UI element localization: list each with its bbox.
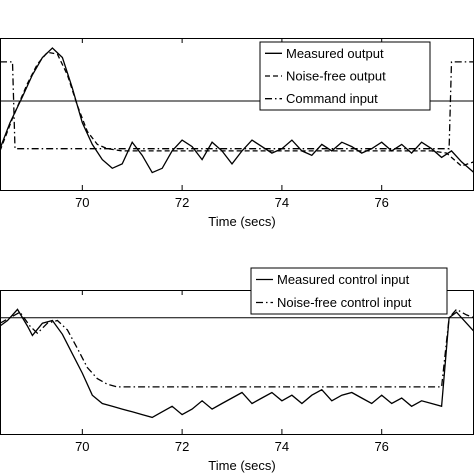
legend: Measured output Noise-free output Command … [259, 41, 431, 111]
legend-entry: Noise-free output [286, 69, 386, 84]
x-tick-label: 70 [75, 195, 89, 210]
legend-entry: Measured output [286, 46, 384, 61]
x-axis-label: Time (secs) [208, 214, 275, 229]
x-tick-label: 72 [175, 195, 189, 210]
legend-box [259, 41, 431, 111]
legend-entry: Command input [286, 91, 378, 106]
legend: Measured control input Noise-free control… [250, 267, 448, 315]
series-line-2 [0, 308, 474, 388]
x-axis-label: Time (secs) [208, 458, 275, 473]
x-tick-label: 70 [75, 439, 89, 454]
plot-2: 70 72 74 76 Time (secs) Measured control inpu… [0, 267, 474, 473]
legend-entry: Measured control input [277, 272, 410, 287]
legend-box [250, 267, 448, 315]
series-line-2 [0, 51, 474, 167]
legend-entry: Noise-free control input [277, 295, 412, 310]
x-tick-label: 76 [374, 195, 388, 210]
x-tick-label: 76 [374, 439, 388, 454]
x-tick-label: 74 [275, 439, 289, 454]
series-line-1 [0, 47, 474, 174]
series-line-1 [0, 308, 474, 419]
x-tick-label: 72 [175, 439, 189, 454]
series-line-3 [0, 61, 474, 150]
x-tick-label: 74 [275, 195, 289, 210]
plot-1: 70 72 74 76 Time (secs) Measured output Noise-… [0, 38, 474, 229]
